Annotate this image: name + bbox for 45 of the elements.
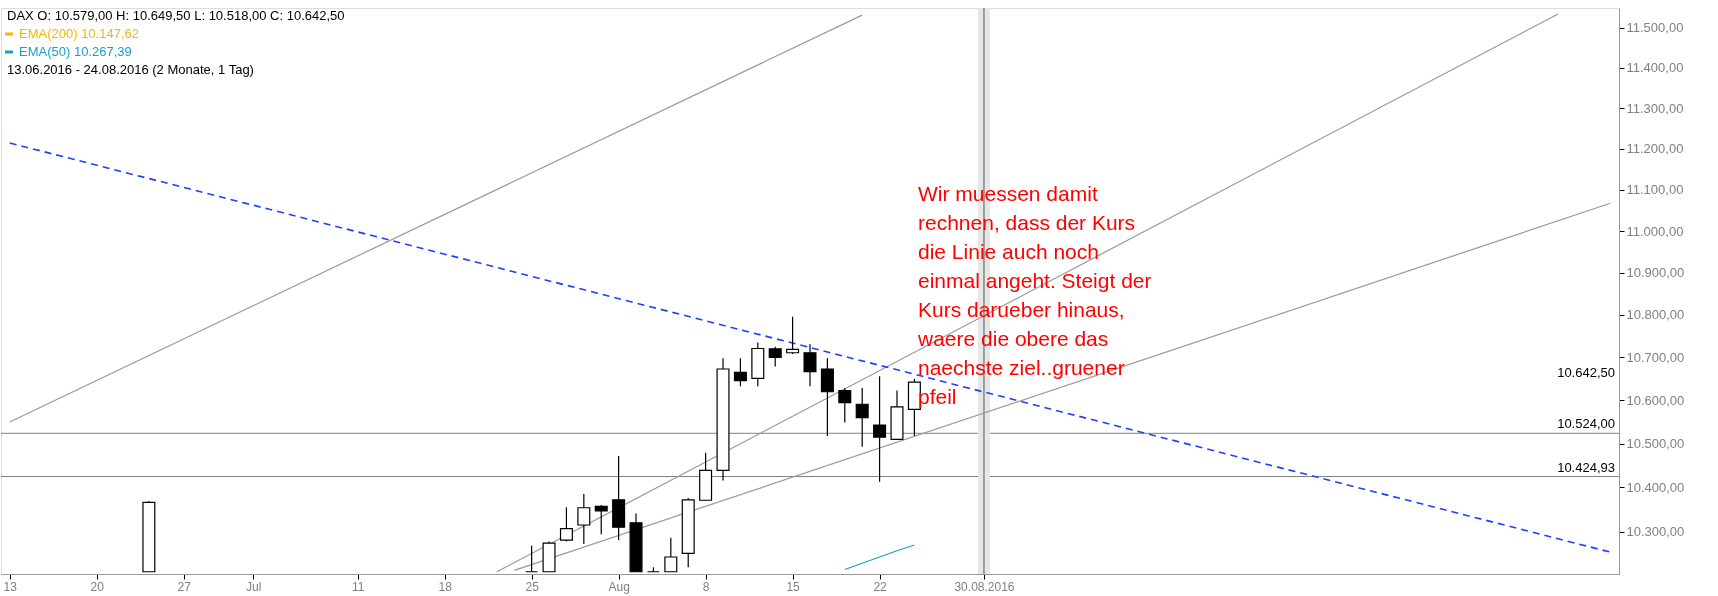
x-tick-label: 15 (786, 579, 801, 594)
candlestick (577, 493, 591, 545)
y-tick-label: 10.600,00 (1626, 392, 1685, 408)
candlestick (768, 346, 782, 368)
y-tick-label: 11.200,00 (1626, 141, 1684, 157)
ref-line-label: 10.524,00 (1557, 416, 1615, 432)
x-tick-label: 30.08.2016 (954, 579, 1015, 594)
line-series (844, 544, 915, 571)
y-tick-label: 10.300,00 (1626, 524, 1685, 540)
y-tick-label: 11.300,00 (1626, 100, 1684, 116)
y-tick-label: 11.400,00 (1626, 60, 1684, 76)
x-tick-label: 13 (3, 579, 18, 594)
candlestick (803, 343, 817, 387)
y-tick-label: 10.700,00 (1626, 349, 1685, 365)
candlestick (559, 506, 573, 543)
candlestick (733, 357, 747, 387)
x-tick-label: Aug (608, 579, 630, 594)
ref-line-label: 10.424,93 (1557, 459, 1615, 475)
legend-label: EMA(50) 10.267,39 (19, 44, 132, 59)
candlestick (664, 537, 678, 573)
y-tick-label: 11.000,00 (1626, 223, 1684, 239)
x-tick-label: 20 (90, 579, 105, 594)
y-tick-label: 11.500,00 (1626, 20, 1684, 36)
y-tick-label: 10.900,00 (1626, 265, 1685, 281)
candlestick (838, 387, 852, 424)
x-tick-label: 18 (438, 579, 453, 594)
x-tick-label: 25 (525, 579, 540, 594)
y-tick-label: 10.500,00 (1626, 436, 1685, 452)
y-tick-label: 10.400,00 (1626, 479, 1685, 495)
x-tick-label: 11 (351, 579, 365, 594)
candlestick (525, 545, 539, 573)
candlestick (594, 504, 608, 535)
x-tick-label: 22 (873, 579, 888, 594)
y-tick-label: 10.800,00 (1626, 307, 1685, 323)
x-tick-label: 8 (702, 579, 710, 594)
candlestick (873, 375, 887, 483)
x-tick-label: Jul (246, 579, 262, 594)
annotation: 10.642,50 (1557, 365, 1615, 381)
chart-title: DAX O: 10.579,00 H: 10.649,50 L: 10.518,00 C: 10.642,50 (7, 8, 345, 23)
y-tick-label: 11.100,00 (1626, 182, 1684, 198)
x-tick-label: 27 (177, 579, 192, 594)
candlestick (855, 387, 869, 448)
legend-label: EMA(200) 10.147,62 (19, 26, 139, 41)
candlestick (820, 357, 834, 437)
text: 13.06.2016 - 24.08.2016 (2 Monate, 1 Tag) (7, 62, 254, 77)
